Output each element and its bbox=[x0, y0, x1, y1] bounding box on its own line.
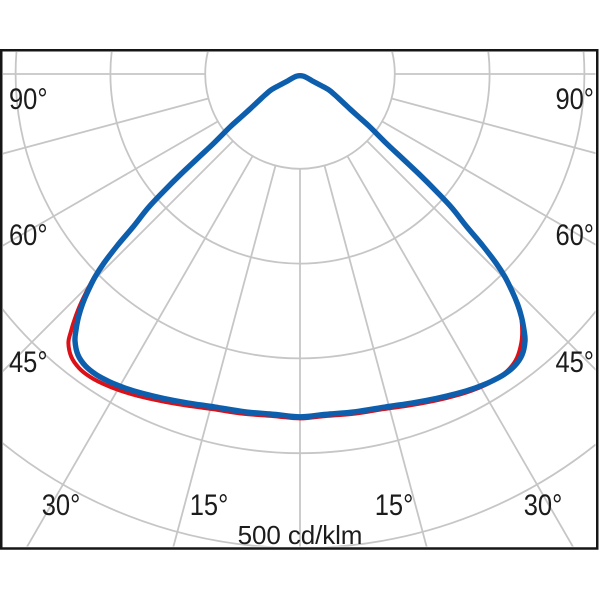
svg-text:90°: 90° bbox=[555, 82, 594, 115]
svg-text:45°: 45° bbox=[555, 345, 594, 378]
svg-text:15°: 15° bbox=[190, 488, 229, 521]
svg-text:90°: 90° bbox=[9, 82, 48, 115]
svg-text:30°: 30° bbox=[524, 488, 563, 521]
svg-text:15°: 15° bbox=[375, 488, 414, 521]
svg-text:60°: 60° bbox=[9, 218, 48, 251]
svg-text:60°: 60° bbox=[555, 218, 594, 251]
svg-text:500 cd/klm: 500 cd/klm bbox=[238, 520, 363, 550]
svg-text:30°: 30° bbox=[42, 488, 81, 521]
svg-text:45°: 45° bbox=[9, 345, 48, 378]
